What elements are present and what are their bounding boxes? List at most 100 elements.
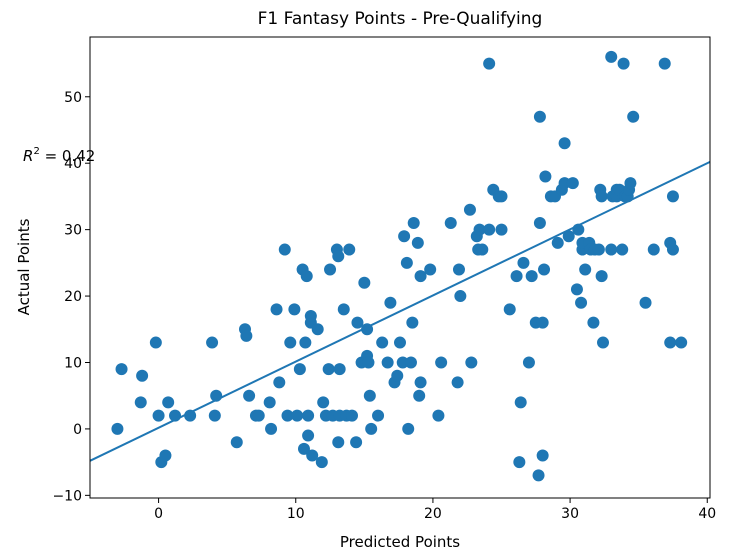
data-point [162, 396, 175, 409]
data-point [273, 376, 286, 389]
data-point [666, 190, 679, 203]
r-squared-annotation: R2 = 0.42 [23, 146, 95, 165]
r-squared-base: R [23, 147, 33, 165]
y-tick-label: 50 [64, 90, 82, 106]
data-point [465, 356, 478, 369]
data-point [579, 263, 592, 276]
data-point [332, 436, 345, 449]
data-point [136, 369, 149, 382]
data-point [536, 449, 549, 462]
data-point [495, 223, 508, 236]
data-point [463, 203, 476, 216]
data-point [538, 263, 551, 276]
y-tick-label: 10 [64, 355, 82, 371]
data-point [483, 57, 496, 70]
data-point [306, 449, 319, 462]
data-point [206, 336, 219, 349]
data-point [243, 389, 256, 402]
data-point [291, 409, 304, 422]
x-tick-label: 10 [287, 506, 305, 522]
data-point [451, 376, 464, 389]
data-point [562, 230, 575, 243]
data-point [414, 270, 427, 283]
data-point [184, 409, 197, 422]
data-point [300, 270, 313, 283]
data-point [675, 336, 688, 349]
data-point [414, 376, 427, 389]
data-point [407, 216, 420, 229]
data-point [558, 177, 571, 190]
data-point [575, 296, 588, 309]
data-point [595, 190, 608, 203]
data-point [332, 250, 345, 263]
y-tick-label: 30 [64, 223, 82, 239]
data-point [597, 336, 610, 349]
data-point [302, 429, 315, 442]
data-point [551, 236, 564, 249]
data-point [533, 110, 546, 123]
chart-title: F1 Fantasy Points - Pre-Qualifying [258, 9, 543, 29]
r-squared-value: = 0.42 [40, 147, 96, 165]
data-point [605, 50, 618, 63]
data-point [605, 243, 618, 256]
data-point [454, 290, 467, 303]
data-point [311, 323, 324, 336]
data-point [345, 409, 358, 422]
data-point [595, 270, 608, 283]
data-point [365, 422, 378, 435]
data-point [483, 223, 496, 236]
data-point [658, 57, 671, 70]
y-tick-label: 0 [73, 422, 82, 438]
data-point [476, 243, 489, 256]
data-point [566, 177, 579, 190]
data-point [299, 336, 312, 349]
data-point [536, 316, 549, 329]
data-point [394, 336, 406, 349]
x-tick-label: 40 [698, 506, 716, 522]
x-axis-ticks: 0 10 20 30 40 [154, 498, 716, 522]
data-point [284, 336, 297, 349]
data-point [592, 243, 605, 256]
fit-line [89, 160, 711, 462]
data-point [444, 216, 457, 229]
data-point [358, 276, 371, 289]
data-point [278, 243, 291, 256]
data-point [647, 243, 660, 256]
data-point [558, 137, 571, 150]
data-point [627, 110, 640, 123]
data-point [322, 363, 335, 376]
data-point [159, 449, 172, 462]
data-point [270, 303, 283, 316]
data-point [473, 223, 486, 236]
data-point [265, 422, 278, 435]
data-point [111, 422, 124, 435]
x-tick-label: 0 [154, 506, 163, 522]
data-point [406, 316, 419, 329]
x-axis-label: Predicted Points [340, 533, 460, 551]
data-point [664, 336, 677, 349]
data-point [337, 303, 350, 316]
x-tick-label: 20 [424, 506, 442, 522]
data-point [452, 263, 465, 276]
data-point [639, 296, 652, 309]
data-point [413, 389, 426, 402]
data-point [510, 270, 523, 283]
data-point [362, 356, 375, 369]
fit-line-group [89, 160, 711, 462]
data-point [149, 336, 162, 349]
data-points [111, 50, 688, 482]
data-point [402, 422, 415, 435]
r-squared-superscript: 2 [33, 146, 39, 157]
data-point [317, 396, 330, 409]
data-point [324, 263, 337, 276]
data-point [350, 436, 363, 449]
data-point [376, 336, 389, 349]
data-point [363, 389, 376, 402]
data-point [134, 396, 147, 409]
data-point [435, 356, 448, 369]
data-point [525, 270, 538, 283]
data-point [115, 363, 128, 376]
data-point [351, 316, 364, 329]
y-axis-label: Actual Points [15, 218, 33, 315]
